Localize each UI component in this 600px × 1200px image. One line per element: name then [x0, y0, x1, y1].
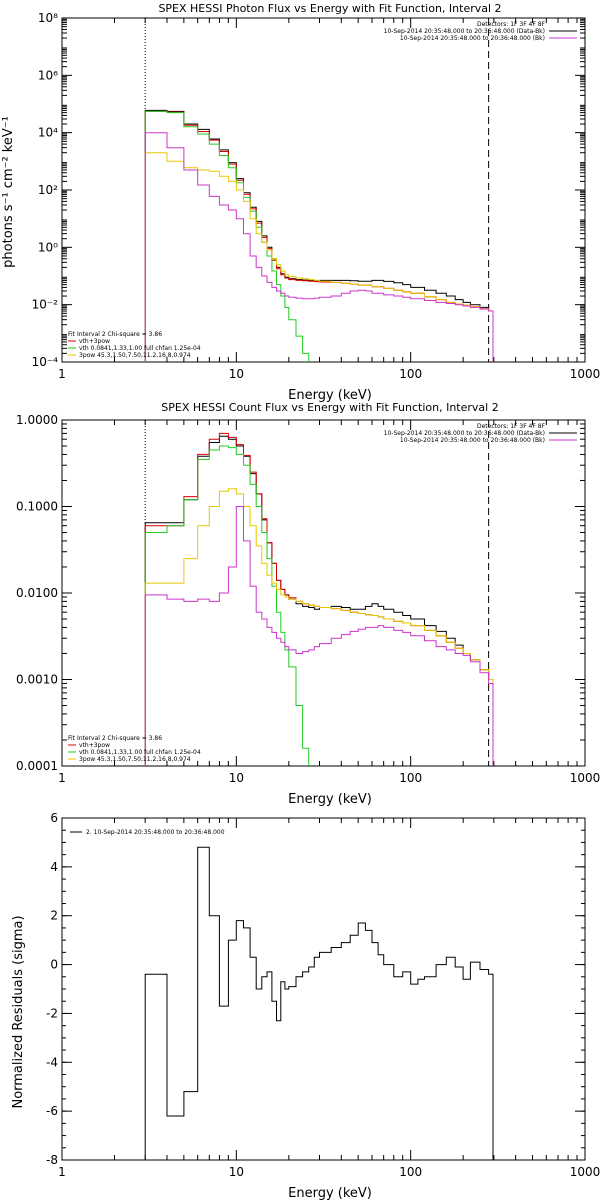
- series-line: [144, 109, 494, 362]
- y-tick-label: 10⁻²: [32, 298, 59, 312]
- x-tick-label: 1: [58, 367, 66, 381]
- series-line: [144, 132, 494, 362]
- legend-entry: 2. 10-Sep-2014 20:35:48.000 to 20:36:48.…: [86, 829, 225, 836]
- x-tick-label: 1: [58, 1165, 66, 1179]
- data-area: [144, 420, 494, 766]
- x-tick-label: 1000: [570, 771, 600, 785]
- photon-flux-panel: SPEX HESSI Photon Flux vs Energy with Fi…: [1, 2, 600, 403]
- y-tick-label: 10²: [38, 183, 58, 197]
- series-line: [144, 445, 310, 766]
- legend-entry: Detectors: 1F 3F 4F 8F: [477, 423, 546, 430]
- legend-entry: vth 0.0841,1.33,1.00 full chfan 1.25e-04: [79, 749, 201, 756]
- y-tick-label: 0.0001: [16, 759, 58, 773]
- series-line: [144, 846, 494, 1160]
- legend-entry: 10-Sep-2014 20:35:48.000 to 20:36:48.000…: [384, 430, 545, 437]
- y-tick-label: 0.0010: [16, 673, 58, 687]
- legend-entry: 3pow 45.3,1.50,7.50,11.2,16.8,0.974: [79, 756, 191, 763]
- y-tick-label: 10⁶: [38, 68, 58, 82]
- residuals-plot: 1 10 100 1000 -8 -6 -4 -2 0 2 4 6 2. 10-Sep-2014 20:…: [46, 811, 600, 1179]
- y-tick-label: 6: [50, 811, 58, 825]
- y-tick-label: 10⁻⁴: [32, 355, 59, 369]
- x-tick-label: 10: [229, 367, 244, 381]
- photon-flux-plot: 1 10 100 1000 10⁻⁴ 10⁻² 10⁰ 10² 10⁴ 10⁶ 10⁸ Detecto…: [32, 11, 600, 381]
- legend-entry: Detectors: 1F 3F 4F 8F: [477, 21, 546, 28]
- data-area: [144, 846, 494, 1160]
- y-tick-label: 10⁰: [38, 240, 58, 254]
- residuals-y-label: Normalized Residuals (sigma): [11, 915, 26, 1108]
- legend-entry: Fit Interval 2 Chi-square = 3.86: [68, 331, 162, 338]
- y-tick-label: 4: [50, 860, 58, 874]
- series-line: [144, 488, 494, 766]
- x-tick-label: 1: [58, 771, 66, 785]
- y-tick-label: 1.0000: [16, 413, 58, 427]
- residuals-panel: Energy (keV) Normalized Residuals (sigma…: [11, 811, 600, 1200]
- x-tick-label: 10: [229, 771, 244, 785]
- y-tick-label: 0.1000: [16, 500, 58, 514]
- legend-entry: Fit Interval 2 Chi-square = 3.86: [68, 735, 162, 742]
- data-area: [144, 18, 494, 362]
- count-flux-title: SPEX HESSI Count Flux vs Energy with Fit…: [161, 401, 498, 414]
- legend-entry: vth+3pow: [79, 338, 110, 345]
- legend-entry: 10-Sep-2014 20:35:48.000 to 20:36:48.000…: [400, 35, 545, 42]
- count-flux-panel: SPEX HESSI Count Flux vs Energy with Fit…: [16, 401, 600, 807]
- legend-entry: vth 0.0841,1.33,1.00 full chfan 1.25e-04: [79, 345, 201, 352]
- photon-flux-x-label: Energy (keV): [288, 388, 372, 403]
- y-tick-label: 10⁴: [38, 126, 58, 140]
- x-tick-label: 1000: [570, 1165, 600, 1179]
- x-tick-label: 100: [399, 1165, 422, 1179]
- series-line: [144, 152, 494, 362]
- y-tick-label: -4: [46, 1055, 58, 1069]
- x-tick-label: 100: [399, 771, 422, 785]
- y-tick-label: -2: [46, 1006, 58, 1020]
- count-flux-x-label: Energy (keV): [288, 792, 372, 807]
- x-tick-label: 10: [229, 1165, 244, 1179]
- y-tick-label: 0: [50, 958, 58, 972]
- legend-entry: 10-Sep-2014 20:35:48.000 to 20:36:48.000…: [400, 437, 545, 444]
- legend-entry: 10-Sep-2014 20:35:48.000 to 20:36:48.000…: [384, 28, 545, 35]
- photon-flux-y-label: photons s⁻¹ cm⁻² keV⁻¹: [1, 116, 16, 268]
- y-tick-label: 0.0100: [16, 586, 58, 600]
- legend-entry: vth+3pow: [79, 742, 110, 749]
- count-flux-plot: 1 10 100 1000 0.0001 0.0010 0.0100 0.1000 1.0000…: [16, 413, 600, 785]
- legend-entry: 3pow 45.3,1.50,7.50,11.2,16.8,0.974: [79, 352, 191, 359]
- x-tick-label: 100: [399, 367, 422, 381]
- x-tick-label: 1000: [570, 367, 600, 381]
- residuals-x-label: Energy (keV): [288, 1186, 372, 1200]
- photon-flux-title: SPEX HESSI Photon Flux vs Energy with Fi…: [158, 2, 501, 15]
- y-tick-label: -8: [46, 1153, 58, 1167]
- y-tick-label: -6: [46, 1104, 58, 1118]
- y-tick-label: 2: [50, 909, 58, 923]
- series-line: [144, 506, 494, 766]
- y-tick-label: 10⁸: [38, 11, 58, 25]
